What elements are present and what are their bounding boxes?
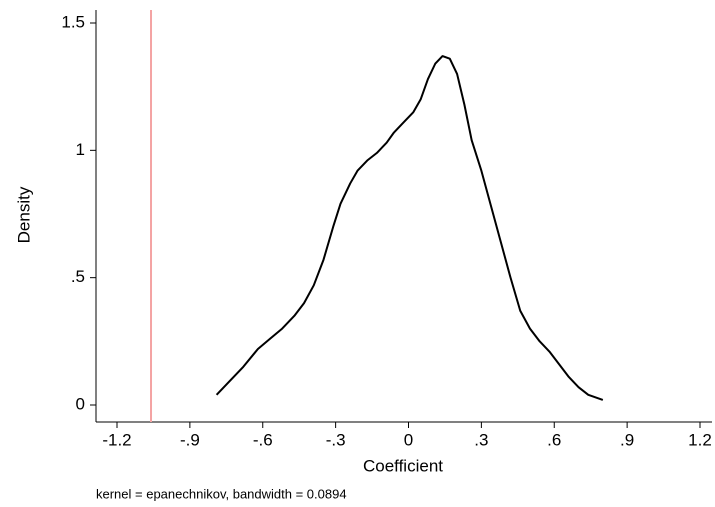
y-tick-label: 1.5: [61, 12, 85, 31]
x-tick-label: -.3: [326, 430, 346, 449]
note: kernel = epanechnikov, bandwidth = 0.089…: [96, 486, 347, 501]
y-axis-label: Density: [14, 186, 33, 243]
y-tick-label: 0: [76, 394, 85, 413]
density-line: [215, 55, 604, 401]
x-tick-label: -.9: [180, 430, 200, 449]
x-tick-label: 0: [404, 430, 413, 449]
x-tick-label: 1.2: [688, 430, 712, 449]
x-axis-label: Coefficient: [363, 456, 443, 475]
x-tick-label: .9: [620, 430, 634, 449]
x-tick-label: .6: [547, 430, 561, 449]
x-tick-label: .3: [474, 430, 488, 449]
y-tick-label: .5: [71, 267, 85, 286]
y-tick-label: 1: [76, 140, 85, 159]
x-tick-label: -1.2: [102, 430, 131, 449]
x-tick-label: -.6: [253, 430, 273, 449]
